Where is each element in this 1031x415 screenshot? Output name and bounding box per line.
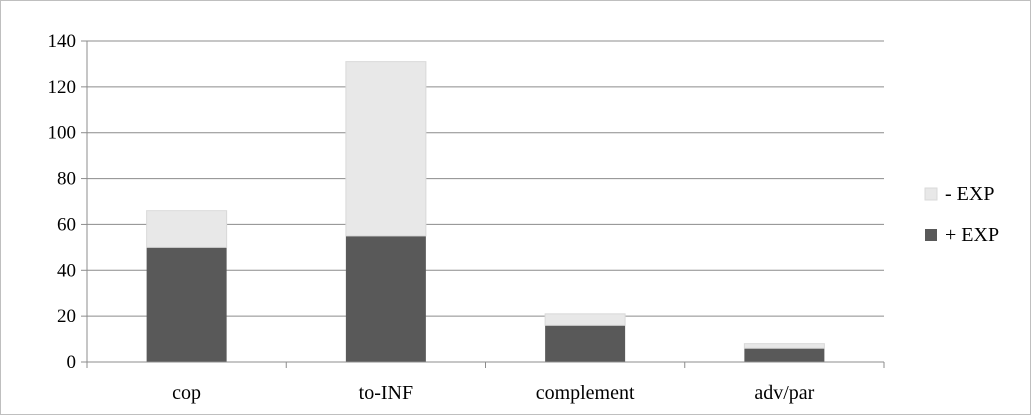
y-tick-label: 0	[67, 352, 77, 373]
axes	[81, 40, 885, 368]
y-tick-label: 140	[48, 31, 77, 52]
x-category-label: cop	[172, 382, 201, 404]
bar-to-INF-minus-exp	[345, 61, 427, 237]
bar-cop-plus-exp	[146, 247, 227, 362]
y-tick-label: 40	[57, 260, 76, 281]
bar-cop-minus-exp	[146, 210, 228, 248]
x-category-label: to-INF	[359, 382, 413, 404]
bar-adv/par-minus-exp	[743, 343, 825, 349]
legend-label-plus-exp: + EXP	[945, 224, 999, 246]
legend-swatch-plus-exp	[925, 229, 937, 241]
legend: - EXP + EXP	[924, 183, 999, 246]
bars	[146, 61, 825, 362]
x-category-labels: cop to-INF complement adv/par	[172, 382, 815, 404]
legend-swatch-minus-exp	[924, 187, 938, 201]
bar-complement-plus-exp	[545, 325, 626, 362]
legend-label-minus-exp: - EXP	[945, 183, 994, 205]
bar-adv/par-plus-exp	[744, 348, 825, 362]
bar-complement-minus-exp	[544, 313, 626, 326]
y-tick-label: 60	[57, 214, 76, 235]
x-category-label: complement	[536, 382, 635, 404]
y-tick-label: 80	[57, 169, 76, 190]
y-tick-label: 120	[48, 77, 77, 98]
x-category-label: adv/par	[754, 382, 814, 404]
y-tick-label: 20	[57, 306, 76, 327]
y-tick-labels: 0 20 40 60 80 100 120 140	[48, 31, 77, 373]
y-tick-label: 100	[48, 123, 77, 144]
bar-to-INF-plus-exp	[345, 235, 426, 362]
